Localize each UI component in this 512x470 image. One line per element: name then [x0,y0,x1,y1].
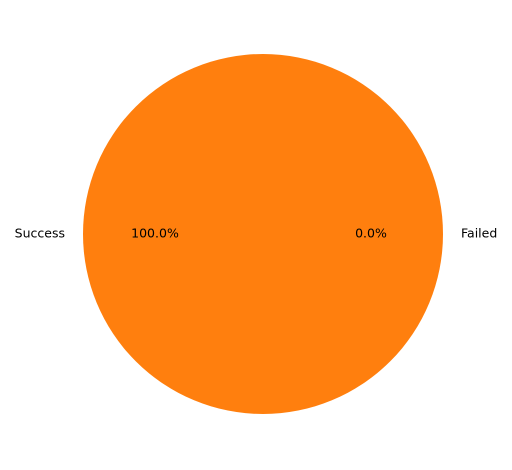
percent-label-success: 100.0% [131,226,179,241]
slice-label-failed: Failed [461,226,497,241]
slice-label-success: Success [15,226,65,241]
percent-label-failed: 0.0% [355,226,387,241]
slices-layer [83,54,443,414]
labels-layer: Failed 0.0% Success 100.0% [15,226,498,241]
pie-slice-success [83,54,443,414]
